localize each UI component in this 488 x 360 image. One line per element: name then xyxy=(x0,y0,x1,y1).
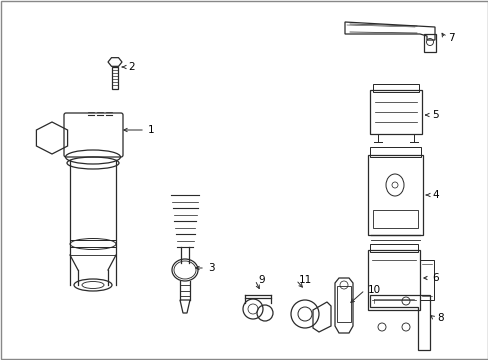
Text: 3: 3 xyxy=(207,263,214,273)
Bar xyxy=(372,210,417,228)
Bar xyxy=(369,147,420,157)
Bar xyxy=(367,155,422,235)
Text: 7: 7 xyxy=(447,33,454,43)
Bar xyxy=(419,260,433,300)
Bar xyxy=(372,84,418,92)
Bar xyxy=(369,90,421,134)
Text: 4: 4 xyxy=(431,190,438,200)
Text: 1: 1 xyxy=(148,125,154,135)
Bar xyxy=(367,250,419,310)
Text: 5: 5 xyxy=(431,110,438,120)
Text: 10: 10 xyxy=(367,285,380,295)
Text: 8: 8 xyxy=(436,313,443,323)
Bar xyxy=(423,34,435,52)
Text: 9: 9 xyxy=(258,275,264,285)
Text: 6: 6 xyxy=(431,273,438,283)
Text: 2: 2 xyxy=(128,62,134,72)
Text: 11: 11 xyxy=(298,275,312,285)
Bar xyxy=(336,286,350,322)
Bar xyxy=(369,244,417,252)
